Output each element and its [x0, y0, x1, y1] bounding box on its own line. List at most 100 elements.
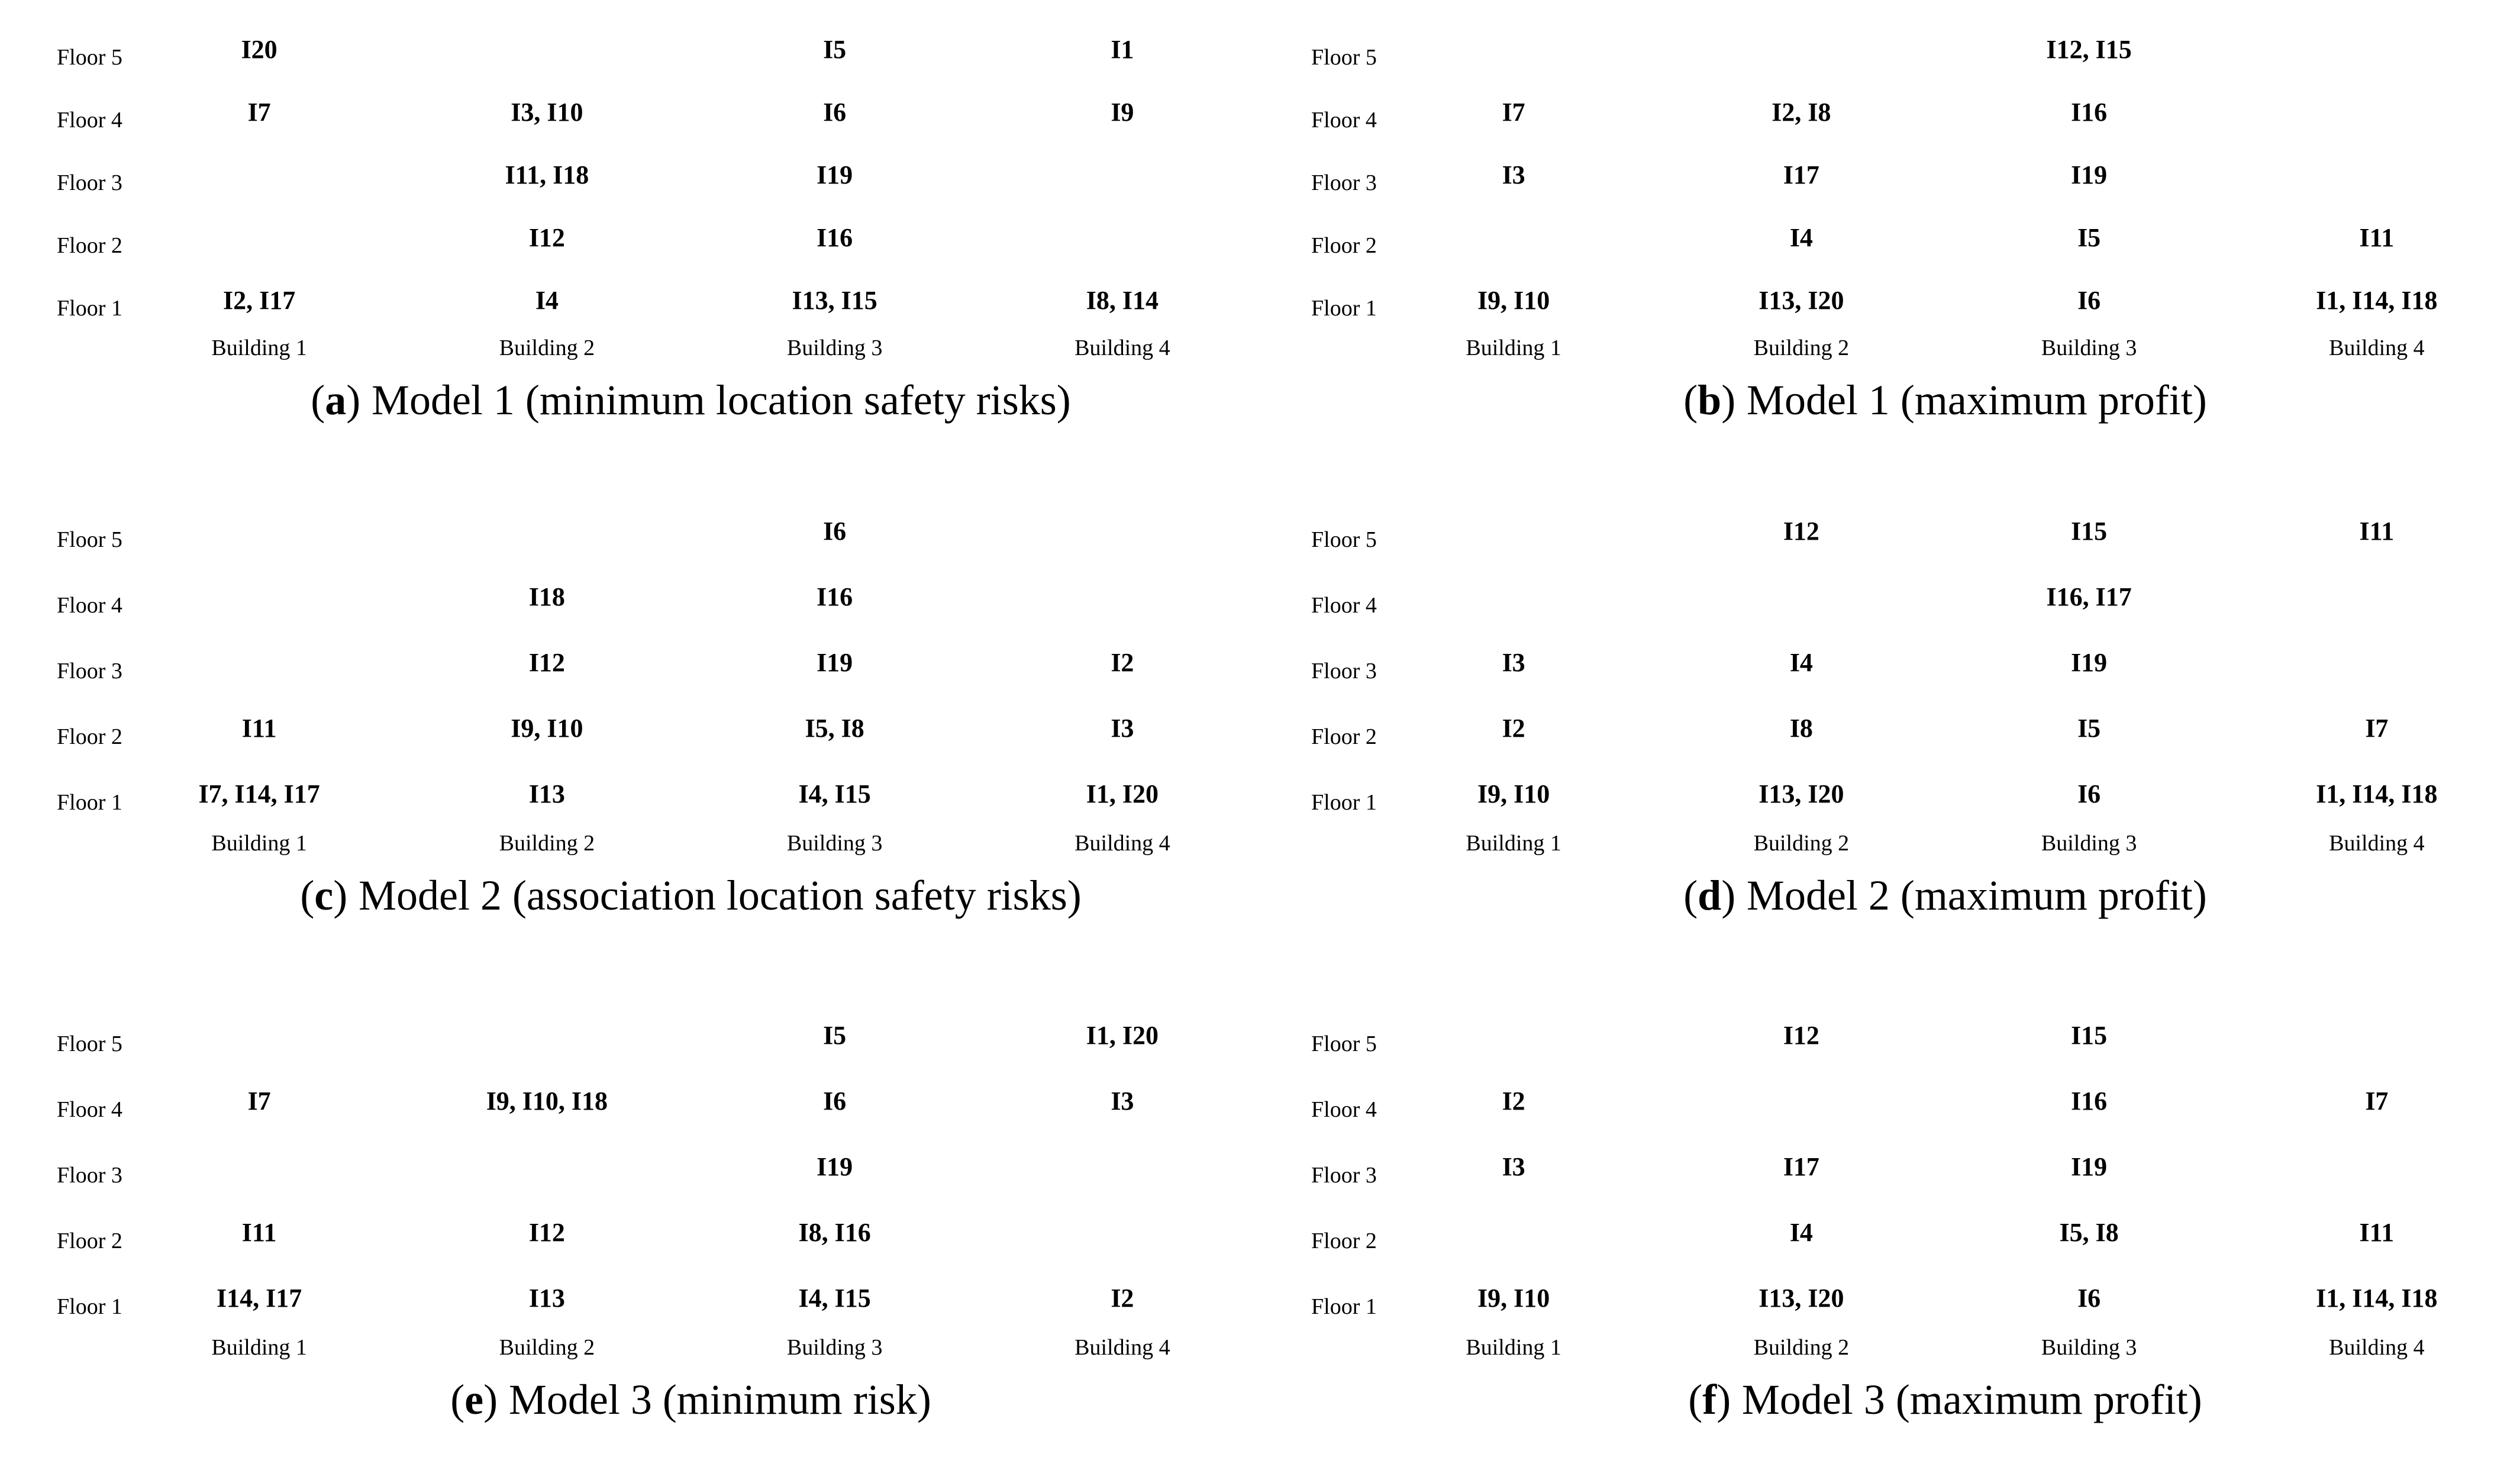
items-cell: I16	[2071, 97, 2108, 127]
building-label: Building 1	[211, 831, 307, 856]
items-cell: I2	[1111, 648, 1134, 677]
items-cell: I16	[817, 223, 853, 252]
building-label: Building 2	[499, 336, 595, 360]
items-cell	[403, 498, 691, 564]
caption-letter: d	[1698, 871, 1722, 919]
building-label: Building 4	[1075, 336, 1170, 360]
panel-caption: (f) Model 3 (maximum profit)	[1290, 1364, 2520, 1435]
items-cell: I7, I14, I17	[198, 779, 320, 808]
items-cell	[1657, 564, 1945, 630]
items-cell	[979, 1134, 1266, 1200]
items-cell	[115, 143, 403, 206]
caption-paren-open: (	[1683, 376, 1698, 424]
building-label: Building 4	[2329, 1335, 2425, 1360]
items-cell: I16, I17	[2046, 582, 2132, 611]
items-cell: I13	[528, 779, 565, 808]
items-cell: I9, I10	[1477, 779, 1550, 808]
items-cell	[2233, 630, 2520, 695]
items-cell: I15	[2071, 517, 2108, 546]
items-cell: I7	[247, 1087, 271, 1116]
caption-letter: b	[1698, 376, 1722, 424]
items-cell: I3	[1502, 160, 1525, 189]
items-cell: I3	[1502, 1152, 1525, 1181]
building-label: Building 1	[211, 1335, 307, 1360]
building-label: Building 1	[1466, 1335, 1561, 1360]
items-cell: I6	[2077, 779, 2101, 808]
items-cell	[2233, 1003, 2520, 1068]
items-cell: I11, I18	[505, 160, 589, 189]
items-cell	[979, 564, 1266, 630]
items-cell	[115, 1134, 403, 1200]
building-label: Building 2	[1753, 831, 1850, 856]
items-cell: I6	[823, 97, 847, 127]
panel-d: Floor 5 I12 I15 I11 Floor 4 I16, I17 Floor 3 I3…	[1290, 498, 2520, 931]
items-cell: I17	[1783, 160, 1819, 189]
building-label: Building 2	[1753, 336, 1850, 360]
caption-paren-open: (	[1688, 1375, 1703, 1423]
floor-label: Floor 1	[1311, 789, 1377, 815]
floor-building-grid: Floor 5 I12 I15 I11 Floor 4 I16, I17 Floor 3 I3…	[1290, 498, 2520, 860]
caption-text: Model 1 (minimum location safety risks)	[371, 376, 1071, 424]
items-cell	[1657, 1068, 1945, 1134]
floor-label: Floor 5	[1311, 527, 1377, 552]
floor-label: Floor 4	[1311, 1097, 1377, 1122]
panel-caption: (d) Model 2 (maximum profit)	[1290, 860, 2520, 931]
floor-label: Floor 1	[57, 296, 122, 321]
floor-label: Floor 4	[1311, 592, 1377, 618]
items-cell	[2233, 18, 2520, 80]
floor-label: Floor 2	[1311, 1228, 1377, 1253]
caption-letter: f	[1702, 1375, 1717, 1423]
building-label: Building 3	[786, 831, 883, 856]
panel-caption: (e) Model 3 (minimum risk)	[36, 1364, 1266, 1435]
building-label: Building 2	[1753, 1335, 1850, 1360]
items-cell: I4	[535, 285, 559, 315]
floor-building-grid: Floor 5 I12 I15 Floor 4 I2 I16 I7 Floor 3 I3 I17 I…	[1290, 1003, 2520, 1364]
items-cell	[115, 1003, 403, 1068]
items-cell: I5	[2077, 714, 2101, 743]
panel-a: Floor 5 I20 I5 I1 Floor 4 I7 I3, I10 I6 I9 Floor …	[36, 18, 1266, 436]
items-cell: I3, I10	[511, 97, 583, 127]
items-cell: I12	[1783, 517, 1819, 546]
items-cell: I12	[528, 648, 565, 677]
panel-b: Floor 5 I12, I15 Floor 4 I7 I2, I8 I16 Floor 3…	[1290, 18, 2520, 436]
items-cell	[979, 1200, 1266, 1265]
caption-text: Model 2 (association location safety ris…	[358, 871, 1082, 919]
items-cell: I7	[2365, 714, 2389, 743]
items-cell: I7	[1502, 97, 1525, 127]
floor-label: Floor 1	[57, 1294, 122, 1319]
floor-label: Floor 5	[57, 45, 122, 70]
items-cell: I4, I15	[798, 1284, 871, 1313]
items-cell: I5, I8	[2059, 1218, 2119, 1247]
caption-paren-open: (	[1683, 871, 1698, 919]
items-cell: I12	[528, 1218, 565, 1247]
items-cell: I2	[1502, 1087, 1525, 1116]
floor-label: Floor 3	[1311, 1162, 1377, 1188]
building-label: Building 3	[2041, 336, 2137, 360]
caption-paren-open: (	[311, 376, 325, 424]
items-cell	[1370, 564, 1657, 630]
caption-text: Model 3 (maximum profit)	[1741, 1375, 2202, 1423]
items-cell	[979, 143, 1266, 206]
caption-paren-open: (	[450, 1375, 465, 1423]
building-label: Building 4	[1075, 1335, 1170, 1360]
caption-paren-close: )	[483, 1375, 498, 1423]
items-cell	[2233, 564, 2520, 630]
items-cell: I8, I16	[798, 1218, 871, 1247]
floor-label: Floor 3	[1311, 658, 1377, 684]
items-cell	[2233, 143, 2520, 206]
panel-caption: (a) Model 1 (minimum location safety risk…	[36, 365, 1266, 436]
floor-label: Floor 3	[1311, 170, 1377, 195]
items-cell: I12, I15	[2046, 34, 2132, 64]
items-cell: I6	[2077, 285, 2101, 315]
building-label: Building 1	[1466, 831, 1561, 856]
floor-label: Floor 4	[57, 592, 122, 618]
caption-letter: a	[325, 376, 347, 424]
items-cell	[1370, 206, 1657, 269]
floor-building-grid: Floor 5 I20 I5 I1 Floor 4 I7 I3, I10 I6 I9 Floor …	[36, 18, 1266, 365]
items-cell: I9	[1111, 97, 1134, 127]
items-cell	[115, 630, 403, 695]
caption-paren-close: )	[1716, 1375, 1731, 1423]
building-label: Building 4	[1075, 831, 1170, 856]
items-cell: I3	[1111, 714, 1134, 743]
building-label: Building 4	[2329, 831, 2425, 856]
